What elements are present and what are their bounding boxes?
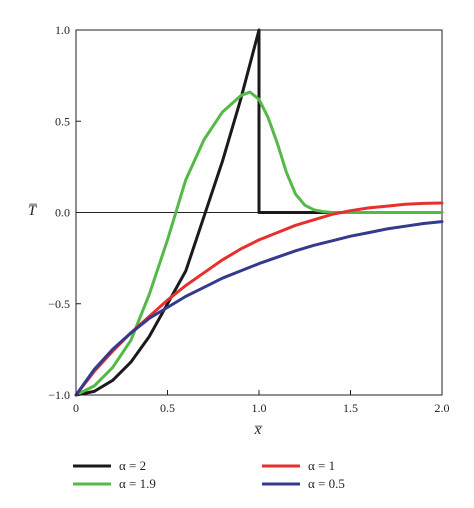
y-tick-label: 1.0 <box>55 23 70 37</box>
series-line-4 <box>74 220 444 397</box>
x-tick-label: 1.5 <box>343 401 358 415</box>
x-tick-label: 1.0 <box>252 401 267 415</box>
x-tick-label: 0 <box>73 401 79 415</box>
x-axis-label: x̅ <box>254 422 263 438</box>
legend-label: α = 1 <box>308 458 335 473</box>
series-line-2 <box>74 90 444 397</box>
y-tick-label: −0.5 <box>48 297 70 311</box>
legend-label: α = 2 <box>119 458 146 473</box>
y-tick-label: 0.0 <box>55 206 70 220</box>
x-tick-label: 0.5 <box>160 401 175 415</box>
y-tick-label: 0.5 <box>55 114 70 128</box>
y-axis-label: T̅ <box>28 203 38 219</box>
y-tick-label: −1.0 <box>48 388 70 402</box>
legend-label: α = 0.5 <box>308 476 345 491</box>
legend-label: α = 1.9 <box>119 476 156 491</box>
series-line-3 <box>74 201 444 397</box>
x-tick-label: 2.0 <box>435 401 450 415</box>
